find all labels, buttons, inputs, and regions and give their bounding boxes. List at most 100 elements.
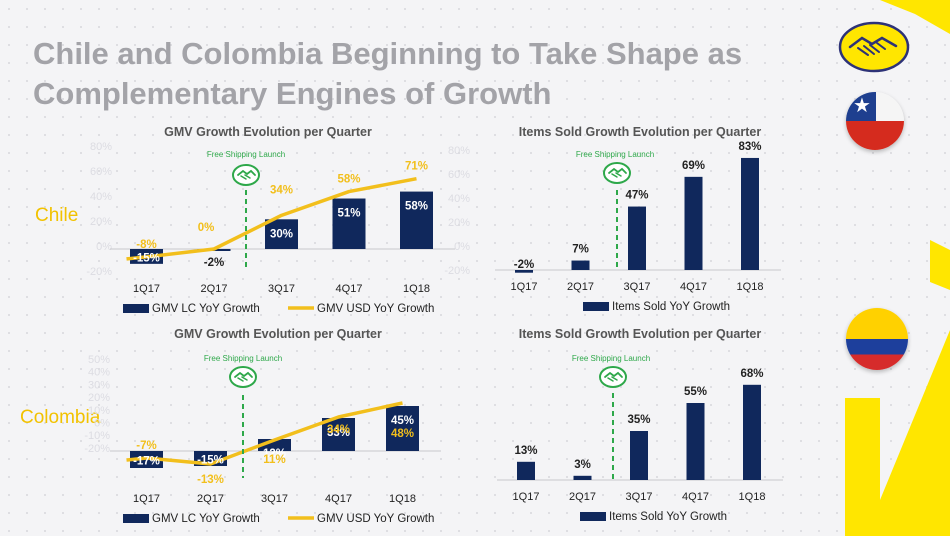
x-tick-label: 1Q18 (737, 281, 764, 293)
bar (684, 176, 703, 270)
bar-data-label: 83% (738, 141, 761, 153)
line-data-label: 34% (327, 424, 350, 436)
legend-entry: Items Sold YoY Growth (609, 511, 727, 523)
x-tick-label: 1Q17 (511, 281, 538, 293)
y-tick-label: -20% (84, 443, 110, 455)
x-tick-label: 1Q18 (403, 283, 430, 295)
x-tick-label: 3Q17 (624, 281, 651, 293)
bar-data-label: 12% (263, 448, 286, 460)
line-data-label: 58% (337, 174, 360, 186)
bar (741, 157, 759, 270)
legend-entry: GMV LC YoY Growth (152, 513, 260, 525)
x-tick-label: 1Q18 (389, 493, 416, 505)
bar-data-label: 33% (327, 427, 350, 439)
legend-swatch-bar (583, 302, 609, 311)
bar-data-label: -2% (204, 257, 224, 269)
y-tick-label: 20% (448, 217, 470, 229)
bar-data-label: 68% (740, 368, 763, 380)
bar (332, 198, 366, 249)
line-data-label: -13% (197, 474, 224, 486)
x-tick-label: 4Q17 (336, 283, 363, 295)
legend-swatch-bar (580, 512, 606, 521)
x-tick-label: 1Q18 (739, 491, 766, 503)
usd-growth-line (126, 176, 417, 261)
y-tick-label: 20% (88, 392, 110, 404)
x-tick-label: 2Q17 (201, 283, 228, 295)
legend-entry: GMV USD YoY Growth (317, 513, 434, 525)
region-label-chile: Chile (35, 205, 79, 226)
bar (265, 219, 298, 249)
line-data-label: 11% (263, 454, 285, 466)
bar-data-label: 30% (270, 228, 293, 240)
legend-swatch-bar (123, 514, 149, 523)
chart-title: Items Sold Growth Evolution per Quarter (519, 125, 762, 139)
x-tick-label: 4Q17 (680, 281, 707, 293)
y-tick-label: 0% (94, 418, 110, 430)
y-tick-label: 60% (448, 169, 470, 181)
y-tick-label: -20% (444, 265, 470, 277)
title-line-2: Complementary Engines of Growth (33, 76, 552, 111)
bar-data-label: 7% (572, 244, 589, 256)
bar (386, 406, 419, 451)
line-data-label: -8% (136, 239, 156, 251)
bar-data-label: 51% (337, 208, 360, 220)
y-tick-label: 0% (454, 241, 470, 253)
bar-data-label: -15% (197, 455, 224, 467)
line-data-label: -7% (136, 440, 156, 452)
x-tick-label: 2Q17 (197, 493, 224, 505)
legend-swatch-bar (123, 304, 149, 313)
x-tick-label: 3Q17 (261, 493, 288, 505)
bar (515, 270, 533, 273)
handshake-icon (232, 164, 260, 186)
annotation-label: Free Shipping Launch (204, 354, 282, 363)
x-tick-label: 1Q17 (133, 283, 160, 295)
x-tick-label: 1Q17 (133, 493, 160, 505)
chart-2: Items Sold Growth Evolution per Quarter 8… (444, 125, 781, 313)
region-label-colombia: Colombia (20, 407, 101, 428)
bar-data-label: -15% (133, 252, 160, 264)
legend-entry: Items Sold YoY Growth (612, 301, 730, 313)
x-tick-label: 2Q17 (569, 491, 596, 503)
chart-1: GMV Growth Evolution per Quarter 80% 60% 40… (86, 125, 455, 315)
bar (628, 206, 646, 270)
annotation-label: Free Shipping Launch (207, 150, 285, 159)
line-data-label: 0% (198, 222, 215, 234)
y-tick-label: 80% (90, 141, 112, 153)
slide-title: Chile and Colombia Beginning to Take Sha… (33, 34, 833, 114)
top-yellow-stripe (880, 0, 950, 34)
bar-data-label: 3% (574, 459, 591, 471)
legend-entry: GMV LC YoY Growth (152, 303, 260, 315)
y-tick-label: -10% (84, 430, 110, 442)
bar (630, 431, 648, 480)
x-tick-label: 3Q17 (268, 283, 295, 295)
y-tick-label: 40% (88, 367, 110, 379)
bar (743, 384, 761, 480)
y-tick-label: 20% (90, 216, 112, 228)
legend-entry: GMV USD YoY Growth (317, 303, 434, 315)
handshake-icon (229, 366, 257, 388)
y-tick-label: 80% (448, 145, 470, 157)
chart-title: GMV Growth Evolution per Quarter (164, 125, 372, 139)
x-tick-label: 3Q17 (626, 491, 653, 503)
x-tick-label: 4Q17 (325, 493, 352, 505)
bar-data-label: 55% (684, 386, 707, 398)
line-data-label: 48% (391, 428, 414, 440)
bar (322, 418, 355, 451)
y-tick-label: 0% (96, 241, 112, 253)
handshake-icon (599, 366, 627, 388)
y-tick-label: 40% (90, 191, 112, 203)
bar (571, 260, 590, 270)
title-line-1: Chile and Colombia Beginning to Take Sha… (33, 36, 743, 71)
x-tick-label: 1Q17 (513, 491, 540, 503)
chart-3: GMV Growth Evolution per Quarter 50%40%30… (84, 327, 441, 525)
chart-title: GMV Growth Evolution per Quarter (174, 327, 382, 341)
handshake-icon (603, 162, 631, 184)
bar-data-label: 47% (625, 190, 648, 202)
bar (517, 461, 535, 480)
y-tick-label: 30% (88, 379, 110, 391)
annotation-label: Free Shipping Launch (576, 150, 654, 159)
bar-data-label: 69% (682, 160, 705, 172)
line-data-label: 71% (405, 161, 428, 173)
